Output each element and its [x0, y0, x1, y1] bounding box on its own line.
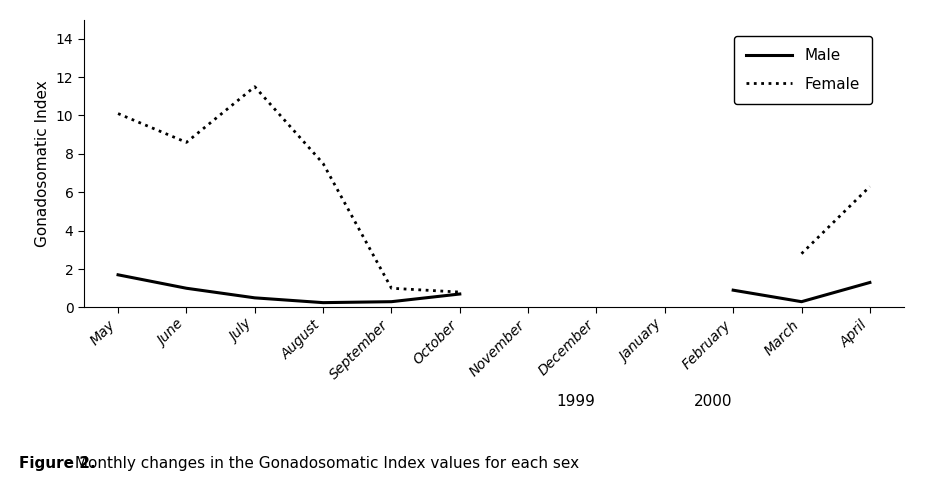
Male	[454, 291, 465, 297]
Y-axis label: Gonadosomatic Index: Gonadosomatic Index	[35, 80, 50, 247]
Male	[181, 285, 192, 291]
Text: 2000: 2000	[693, 393, 732, 408]
Text: Figure 2.: Figure 2.	[19, 456, 95, 471]
Male	[249, 295, 260, 301]
Male	[113, 272, 124, 278]
Text: 1999: 1999	[556, 393, 596, 408]
Line: Male: Male	[118, 275, 459, 303]
Female	[386, 285, 397, 291]
Male	[386, 299, 397, 305]
Text: Monthly changes in the Gonadosomatic Index values for each sex: Monthly changes in the Gonadosomatic Ind…	[70, 456, 579, 471]
Female	[318, 161, 329, 166]
Male	[318, 300, 329, 305]
Legend: Male, Female: Male, Female	[733, 36, 871, 104]
Female	[249, 84, 260, 90]
Female	[113, 111, 124, 117]
Female	[181, 140, 192, 145]
Female	[454, 289, 465, 295]
Line: Female: Female	[118, 87, 459, 292]
